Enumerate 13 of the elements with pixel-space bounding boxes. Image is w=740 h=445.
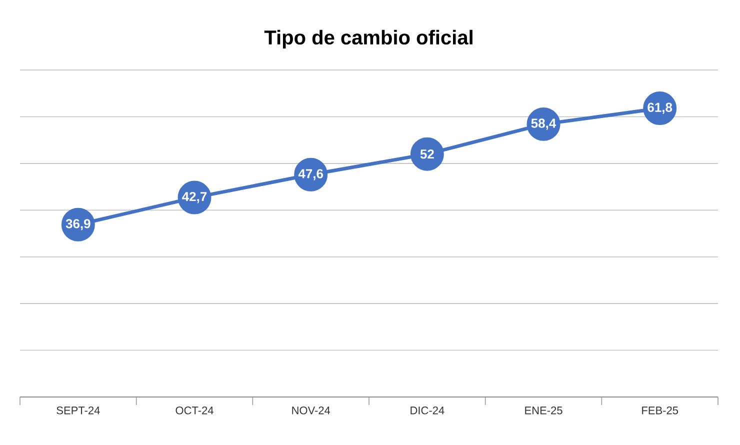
x-tick-label: NOV-24	[292, 406, 330, 414]
data-label: 42,7	[182, 192, 207, 204]
data-label: 36,9	[66, 219, 90, 230]
chart-title: Tipo de cambio oficial	[264, 30, 472, 49]
x-tick-label: OCT-24	[176, 406, 214, 414]
data-label: 52	[420, 149, 434, 159]
data-label: 47,6	[298, 169, 324, 180]
x-tick-label: DIC-24	[410, 406, 444, 414]
data-label: 58,4	[531, 118, 556, 130]
x-tick-label: ENE-25	[525, 406, 562, 414]
data-label: 61,8	[648, 102, 672, 114]
x-tick-label: FEB-25	[642, 406, 678, 414]
x-tick-label: SEPT-24	[56, 406, 100, 414]
